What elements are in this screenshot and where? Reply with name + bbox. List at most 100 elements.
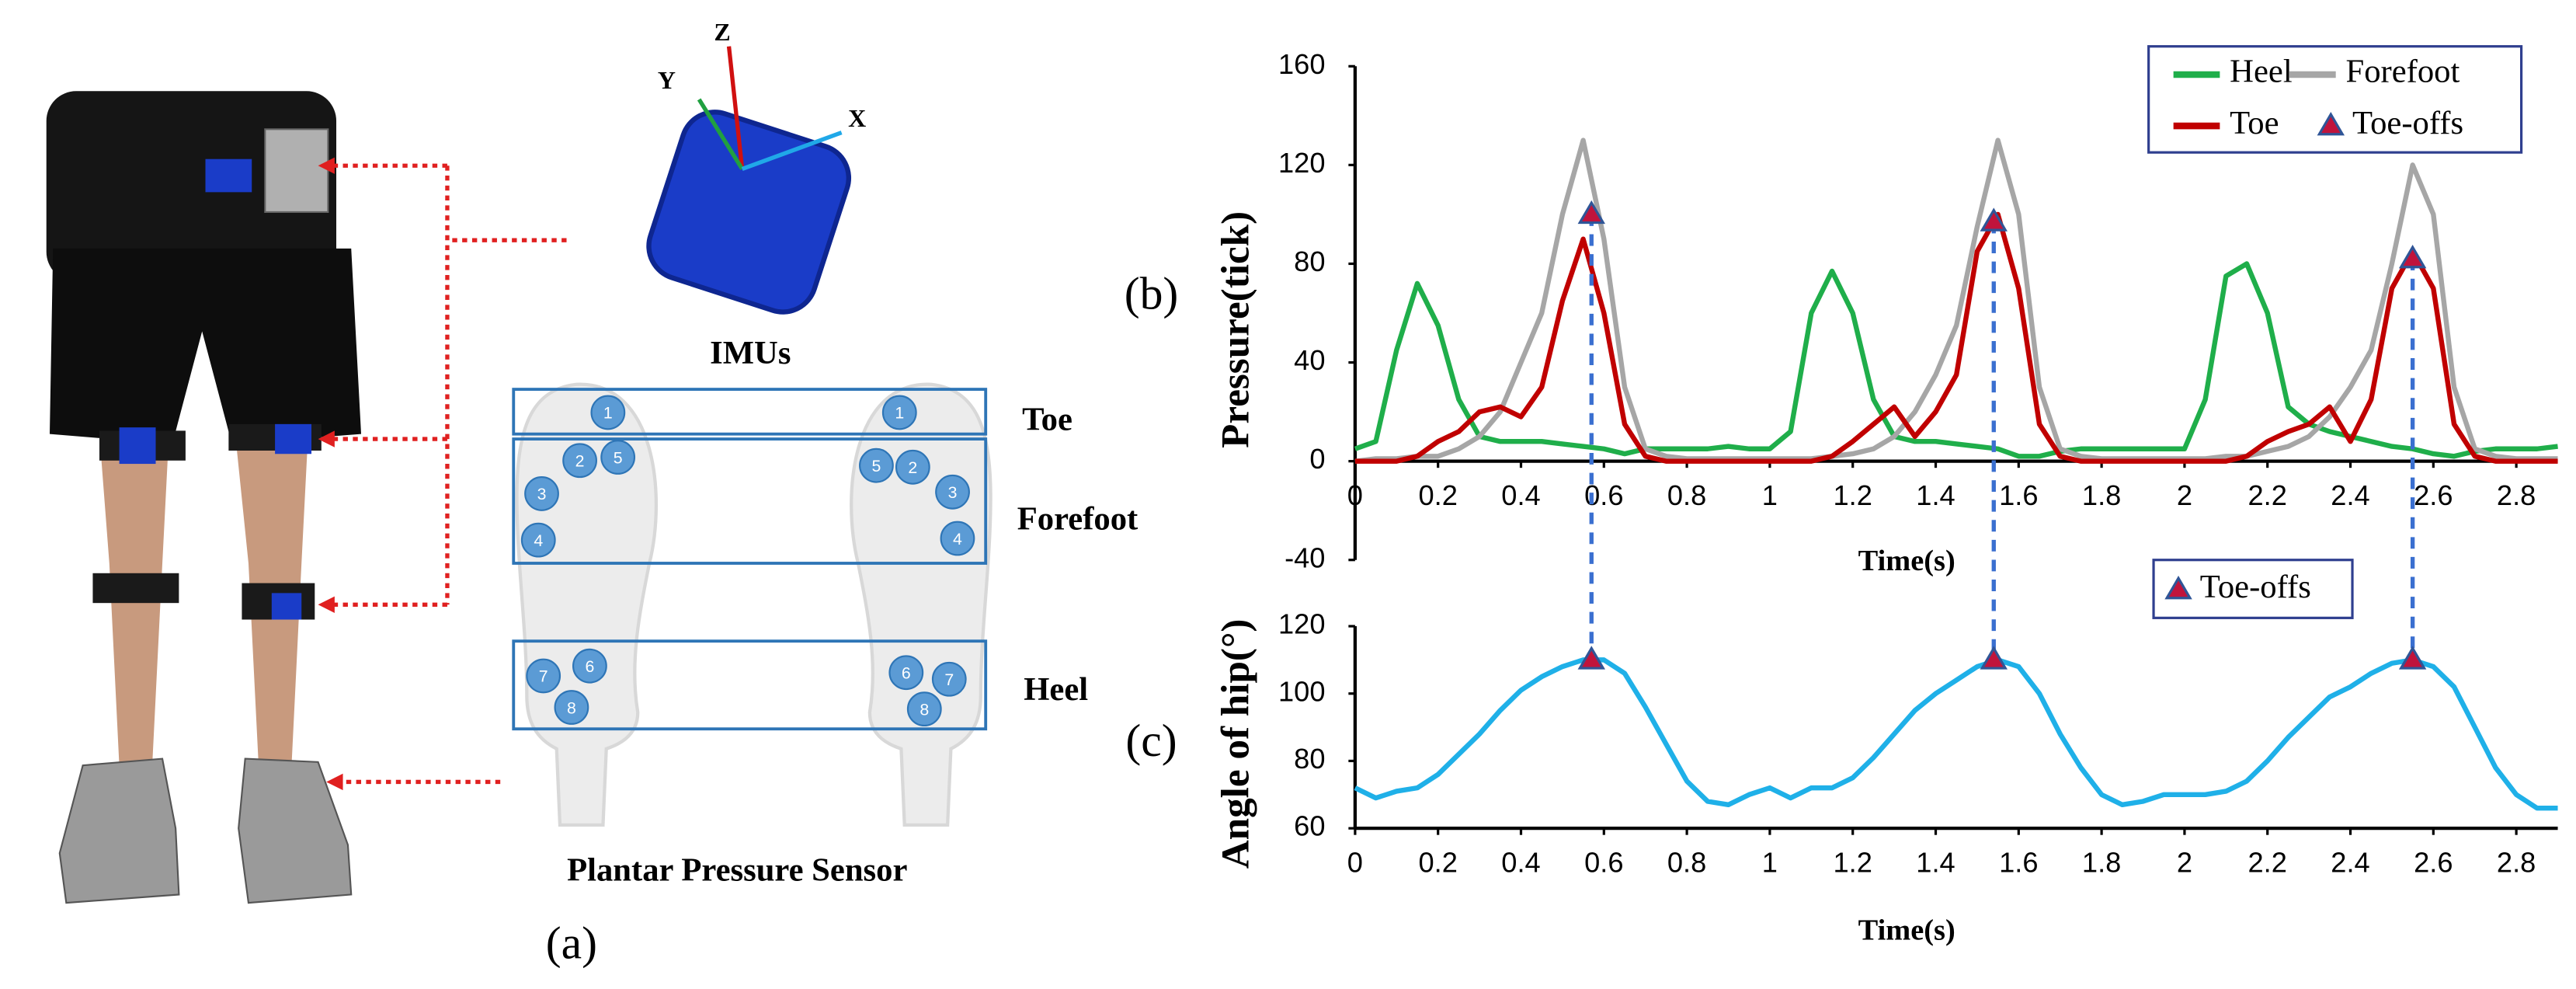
sensor-number: 8 — [920, 700, 929, 719]
y-axis-title: Angle of hip(°) — [1213, 619, 1257, 869]
x-tick-label: 0.2 — [1418, 847, 1457, 879]
y-tick-label: 120 — [1278, 147, 1325, 179]
y-tick-label: 120 — [1278, 608, 1325, 640]
shirt — [46, 91, 337, 282]
y-tick-label: 40 — [1294, 344, 1325, 376]
sensor-number: 3 — [537, 485, 547, 503]
sensor — [895, 449, 930, 485]
sensor — [524, 476, 559, 511]
x-tick-label: 2.8 — [2497, 479, 2536, 511]
legend-label: Heel — [2230, 54, 2293, 90]
y-tick-label: 80 — [1294, 246, 1325, 277]
legend-box — [2147, 45, 2523, 154]
arrow-head — [318, 596, 335, 613]
pointer-arrows — [331, 163, 567, 785]
x-tick-label: 2 — [2177, 479, 2192, 511]
shorts — [49, 248, 362, 444]
y-tick-label: -40 — [1285, 542, 1325, 573]
axis-label: Z — [714, 18, 730, 46]
toe-off-marker — [1980, 646, 2008, 670]
x-tick-label: 1 — [1762, 847, 1778, 879]
x-tick-label: 1.6 — [1999, 479, 2038, 511]
y-tick-label: 0 — [1309, 443, 1325, 475]
sensor-number: 7 — [944, 670, 954, 689]
y-tick-label: 80 — [1294, 743, 1325, 775]
sensor-number: 5 — [614, 448, 623, 467]
x-tick-label: 1.4 — [1916, 847, 1955, 879]
x-tick-label: 0.2 — [1418, 479, 1457, 511]
arrow-head — [318, 157, 335, 174]
x-tick-label: 0.8 — [1667, 479, 1706, 511]
sensor-number: 4 — [953, 530, 962, 548]
x-tick-label: 0.4 — [1501, 847, 1540, 879]
sensor-number: 2 — [575, 452, 585, 471]
strap — [92, 573, 179, 604]
region-boxes — [512, 388, 988, 731]
right-shoe — [238, 757, 353, 904]
arrow-heads — [318, 157, 343, 791]
x-tick-label: 1.2 — [1834, 847, 1872, 879]
region-box — [512, 639, 988, 731]
y-tick-label: 160 — [1278, 48, 1325, 80]
sensor — [520, 522, 556, 558]
y-tick-label: 100 — [1278, 675, 1325, 707]
region-label: Toe — [1022, 402, 1072, 438]
sensor-number: 6 — [585, 657, 594, 676]
sensor — [906, 691, 942, 727]
legend-marker — [2164, 576, 2192, 600]
imu-label: IMUs — [710, 335, 791, 371]
series-line — [1354, 211, 2558, 464]
imu-right-shank — [271, 593, 302, 620]
x-tick-label: 2.2 — [2248, 847, 2287, 879]
x-axis-title: Time(s) — [1858, 545, 1955, 577]
toe-off-marker — [1577, 646, 1605, 670]
sensor — [881, 395, 917, 430]
x-tick-label: 2.6 — [2414, 479, 2453, 511]
x-tick-label: 1 — [1762, 479, 1778, 511]
legend-marker — [2317, 111, 2345, 136]
legend-label: Toe — [2230, 105, 2279, 141]
y-tick-label: 60 — [1294, 810, 1325, 842]
x-tick-label: 1.2 — [1834, 479, 1872, 511]
x-tick-label: 2.8 — [2497, 847, 2536, 879]
toe-off-marker — [2398, 646, 2427, 670]
x-tick-label: 1.4 — [1916, 479, 1955, 511]
x-tick-label: 2.4 — [2331, 847, 2369, 879]
sensor — [590, 395, 626, 430]
sensor-number: 6 — [902, 663, 911, 682]
x-tick-label: 1.8 — [2082, 847, 2121, 879]
legend-label: Toe-offs — [2352, 105, 2463, 141]
panel-label: (c) — [1125, 715, 1177, 766]
x-tick-label: 2.2 — [2248, 479, 2287, 511]
sensor — [600, 440, 636, 475]
sensor — [940, 521, 975, 556]
sensor-number: 1 — [895, 404, 904, 423]
arrow-head — [318, 430, 335, 447]
legend-box — [2152, 559, 2354, 619]
x-tick-label: 2.6 — [2414, 847, 2453, 879]
sensor-number: 3 — [948, 483, 958, 502]
legend-label: Forefoot — [2345, 54, 2460, 90]
left-shoe — [58, 757, 180, 904]
sensor — [526, 658, 561, 694]
sensor — [931, 661, 967, 697]
y-axis-title: Pressure(tick) — [1213, 211, 1257, 448]
imu-left-thigh — [119, 427, 156, 465]
imu-waist — [205, 158, 252, 193]
sensor — [859, 447, 894, 483]
sensor-label: Plantar Pressure Sensor — [567, 852, 907, 889]
sensor-number: 1 — [603, 404, 613, 423]
sensor-number: 7 — [539, 667, 548, 686]
person-illustration — [46, 91, 362, 904]
x-tick-label: 1.6 — [1999, 847, 2038, 879]
imu-right-thigh — [275, 423, 312, 454]
x-tick-label: 0 — [1347, 847, 1363, 879]
axis-label: Y — [658, 66, 676, 94]
toe-off-marker — [1980, 207, 2008, 232]
sensor-number: 2 — [908, 458, 917, 477]
legend-label: Toe-offs — [2200, 569, 2311, 605]
region-box — [512, 388, 988, 436]
sensor — [935, 474, 970, 510]
x-tick-label: 2.4 — [2331, 479, 2369, 511]
toe-off-marker — [2398, 245, 2427, 269]
